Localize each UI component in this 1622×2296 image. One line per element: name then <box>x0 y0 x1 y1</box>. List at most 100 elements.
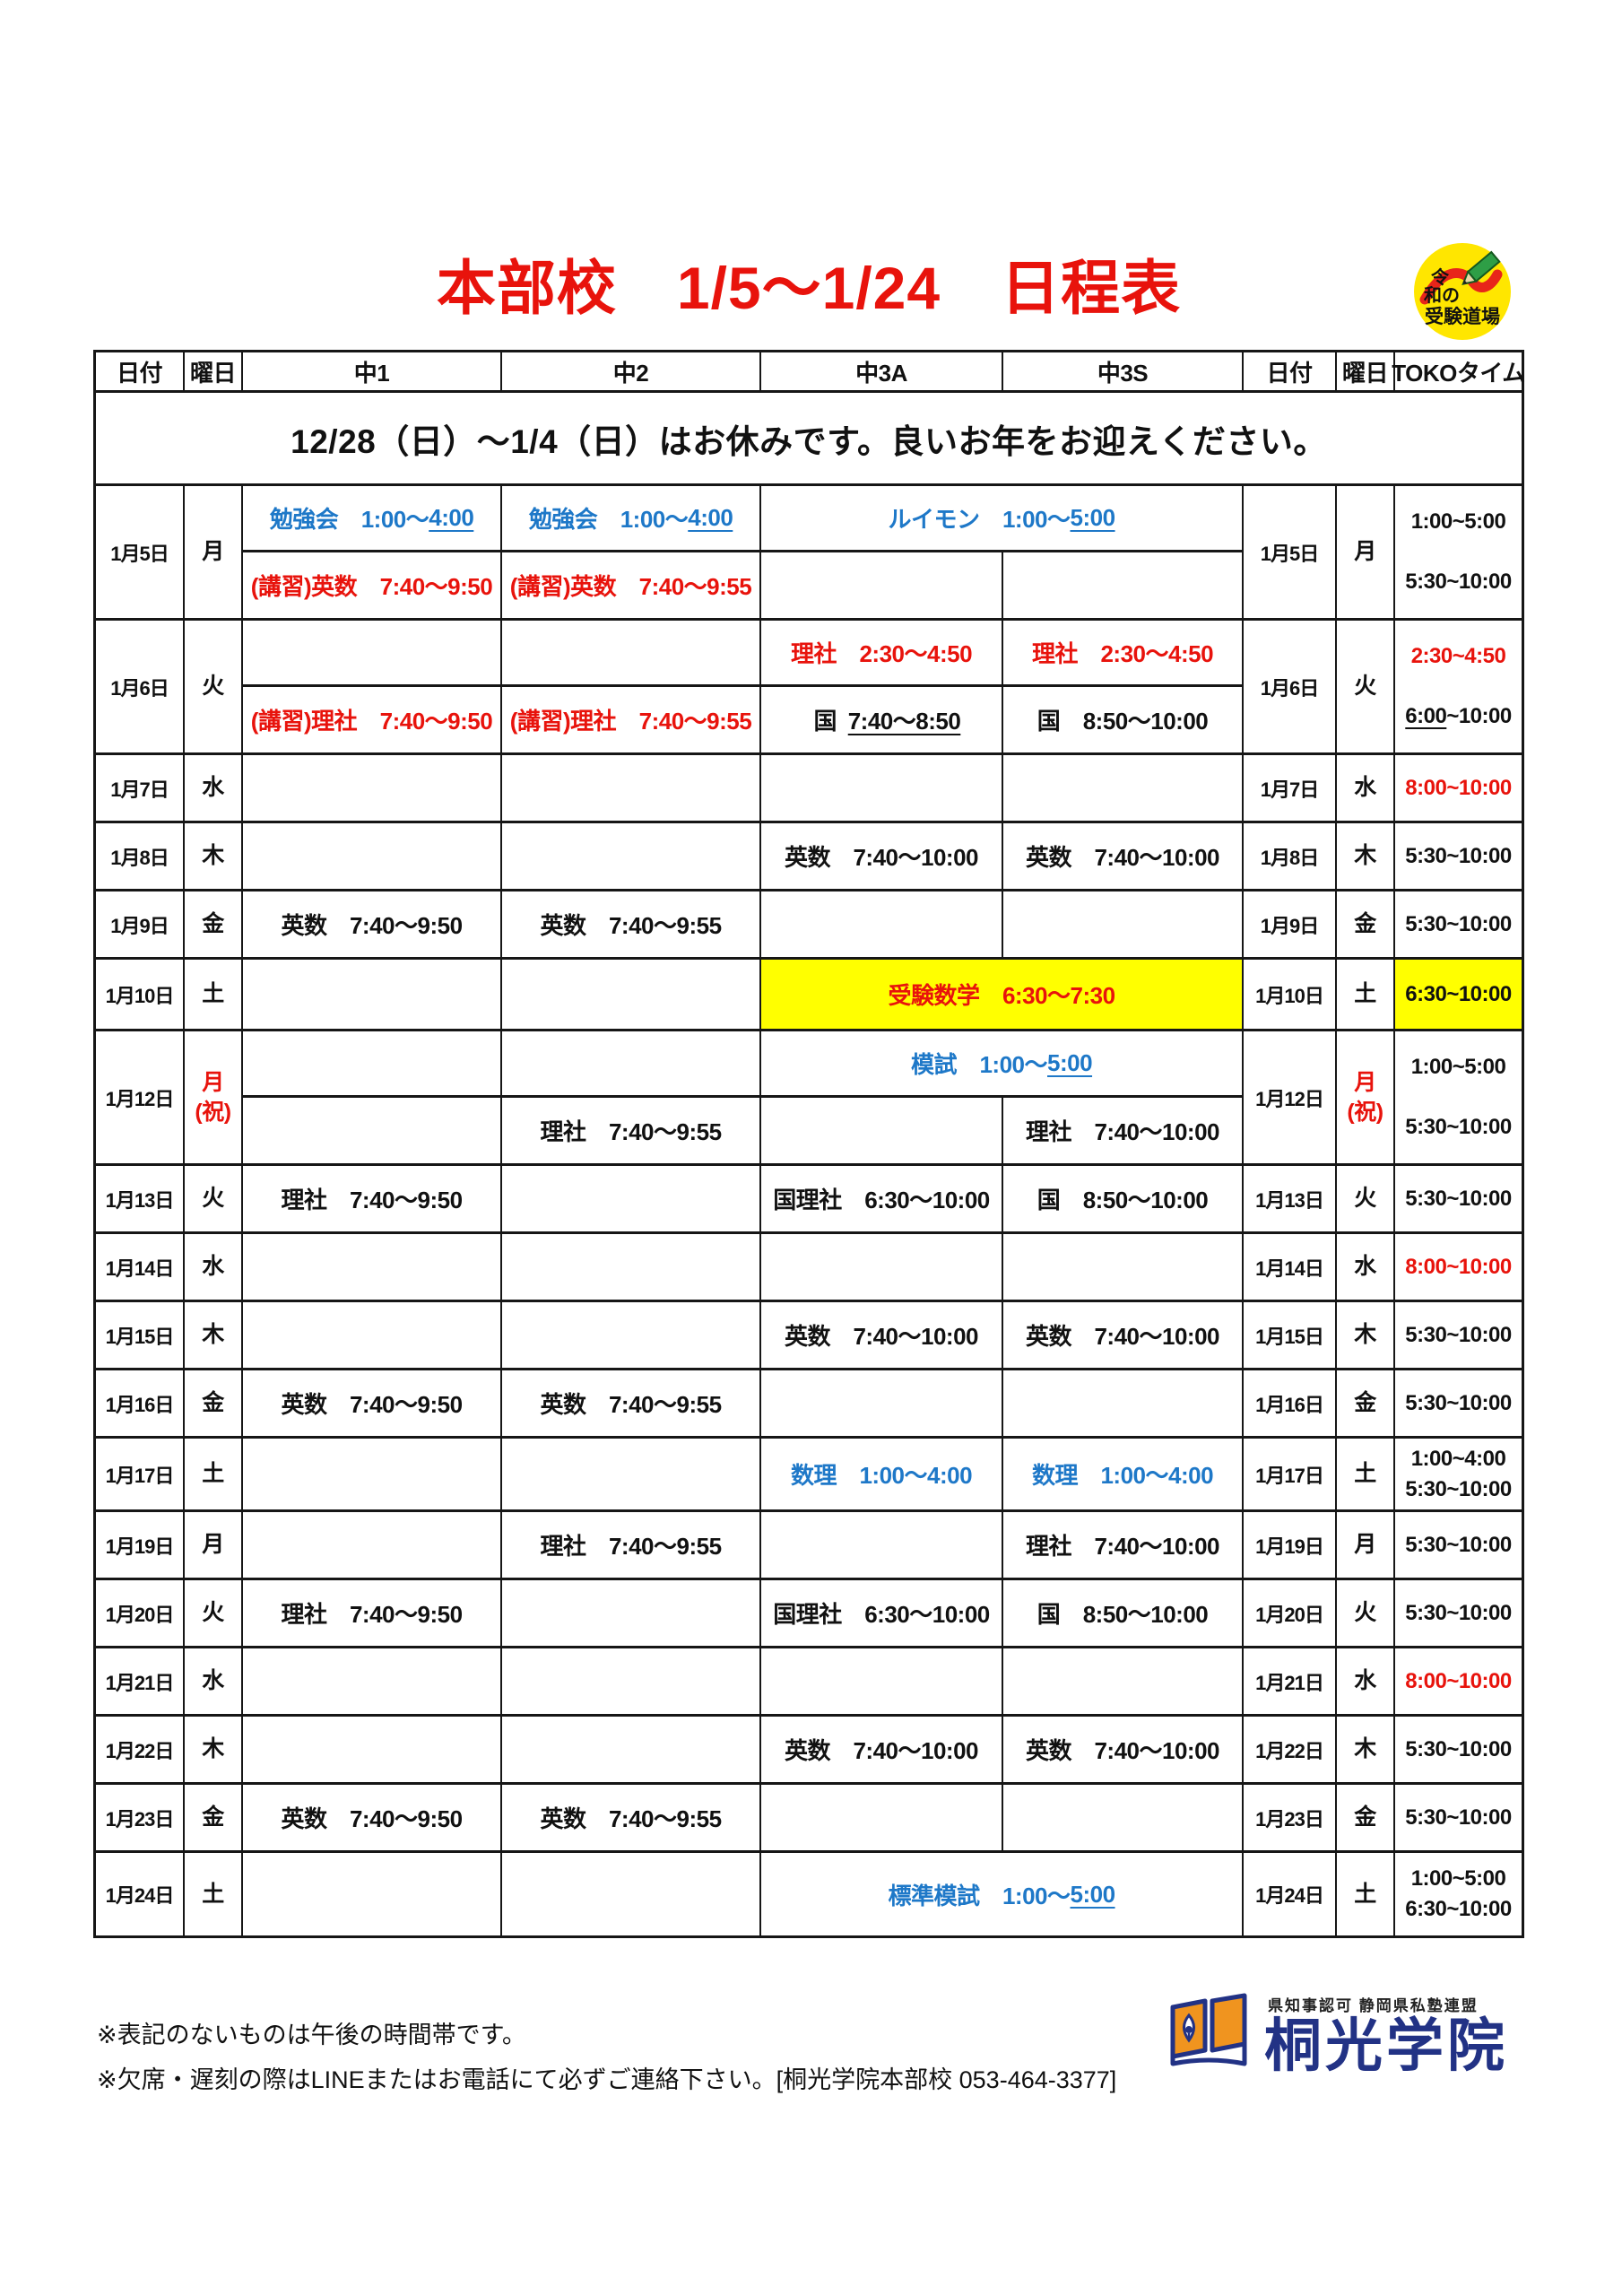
toko-time: 5:30~10:00 <box>1405 1322 1512 1347</box>
day-label: 月 (祝) <box>195 1070 231 1125</box>
toko-time-cell: 5:30~10:00 <box>1395 1166 1522 1231</box>
day-label: 木 <box>202 1736 224 1762</box>
day-label: 水 <box>1354 775 1376 801</box>
header-cell: 中3S <box>1003 352 1244 390</box>
header-cell: 中3A <box>761 352 1003 390</box>
toko-time: 5:30~10:00 <box>1405 1600 1512 1625</box>
class-cell-chu2 <box>502 1031 761 1098</box>
day-label: 木 <box>1354 843 1376 869</box>
class-cell-chu3a: 英数 7:40～10:00 <box>761 823 1003 889</box>
header-cell: 曜日 <box>185 352 243 390</box>
day-label: 金 <box>202 1390 224 1416</box>
class-cell-chu3a: 英数 7:40～10:00 <box>761 1717 1003 1782</box>
day-cell: 金 <box>185 891 243 957</box>
day-label: 月 <box>202 1532 224 1558</box>
class-cell-chu3s: 理社 7:40～10:00 <box>1003 1512 1244 1578</box>
day-cell: 金 <box>185 1785 243 1850</box>
day-cell-right: 火 <box>1337 621 1395 752</box>
toko-time: 1:00~5:00 <box>1410 1866 1506 1891</box>
toko-time-cell: 1:00~5:00 5:30~10:00 <box>1395 1031 1522 1163</box>
class-cell-chu3s: 数理 1:00～4:00 <box>1003 1439 1244 1509</box>
class-cell-chu3a: 理社 2:30～4:50 <box>761 621 1003 687</box>
class-cell-chu3a <box>761 755 1003 821</box>
toko-time: 5:30~10:00 <box>1405 1736 1512 1761</box>
date-cell: 1月20日 <box>96 1580 185 1646</box>
class-cell-chu2 <box>502 823 761 889</box>
day-cell-right: 土 <box>1337 1439 1395 1509</box>
toko-time: 1:00~5:00 <box>1410 1054 1506 1079</box>
class-cell-chu2 <box>502 1234 761 1300</box>
day-label: 金 <box>1354 1805 1376 1831</box>
class-cell-chu1 <box>243 1439 502 1509</box>
badge-text-3: 受験道場 <box>1425 306 1500 327</box>
table-row: 1月19日月理社 7:40～9:55 理社 7:40～10:00 1月19日月 5:3… <box>96 1512 1522 1580</box>
toko-time-cell: 5:30~10:00 <box>1395 1512 1522 1578</box>
toko-time-cell: 8:00~10:00 <box>1395 1234 1522 1300</box>
badge-text-1: 令 <box>1431 266 1450 288</box>
table-row: 1月12日月 (祝) 模試 1:00～ 5:00 理社 7:40～9:55 理社 7:4… <box>96 1031 1522 1166</box>
class-cell-chu1 <box>243 1097 502 1163</box>
class-cell-chu1 <box>243 1302 502 1368</box>
day-cell: 月 <box>185 486 243 618</box>
day-cell-right: 木 <box>1337 1302 1395 1368</box>
date-cell: 1月17日 <box>96 1439 185 1509</box>
day-cell-right: 金 <box>1337 1370 1395 1436</box>
class-cell-chu3s: 英数 7:40～10:00 <box>1003 823 1244 889</box>
day-cell-right: 水 <box>1337 1648 1395 1714</box>
class-cell-chu3s <box>1003 1648 1244 1714</box>
toko-time: 5:30~10:00 <box>1405 843 1512 868</box>
day-label: 金 <box>202 911 224 937</box>
table-row: 1月14日水 1月14日水 8:00~10:00 <box>96 1234 1522 1302</box>
class-cell-chu1: 英数 7:40～9:50 <box>243 1370 502 1436</box>
day-cell: 木 <box>185 823 243 889</box>
date-cell-right: 1月15日 <box>1244 1302 1337 1368</box>
class-cell-chu1 <box>243 755 502 821</box>
class-cell-chu2: 理社 7:40～9:55 <box>502 1512 761 1578</box>
class-cell-chu3a: 国理社 6:30～10:00 <box>761 1166 1003 1231</box>
date-cell-right: 1月20日 <box>1244 1580 1337 1646</box>
day-label: 土 <box>202 1881 224 1907</box>
toko-time-cell: 5:30~10:00 <box>1395 1717 1522 1782</box>
class-cell-chu2: 英数 7:40～9:55 <box>502 891 761 957</box>
day-cell: 火 <box>185 1580 243 1646</box>
class-cell-chu2 <box>502 1302 761 1368</box>
date-cell: 1月10日 <box>96 960 185 1029</box>
class-cell-chu1 <box>243 621 502 687</box>
class-cell-chu3a <box>761 1648 1003 1714</box>
table-row: 1月17日土数理 1:00～4:00 数理 1:00～4:00 1月17日土 1:00… <box>96 1439 1522 1512</box>
toko-time: 5:30~10:00 <box>1405 911 1512 936</box>
class-cell-chu1 <box>243 1648 502 1714</box>
class-cell-chu3-merged: 標準模試 1:00～ 5:00 <box>761 1853 1244 1935</box>
footer-notes: ※表記のないものは午後の時間帯です。 ※欠席・遅刻の際はLINEまたはお電話にて… <box>97 2013 1116 2103</box>
date-cell: 1月22日 <box>96 1717 185 1782</box>
class-cell-chu3s: 理社 2:30～4:50 <box>1003 621 1244 687</box>
date-cell: 1月16日 <box>96 1370 185 1436</box>
date-cell-right: 1月8日 <box>1244 823 1337 889</box>
toko-time: 1:00~4:00 <box>1410 1446 1506 1471</box>
day-cell: 水 <box>185 1234 243 1300</box>
toko-time-cell: 8:00~10:00 <box>1395 1648 1522 1714</box>
header-cell: 中1 <box>243 352 502 390</box>
date-cell-right: 1月16日 <box>1244 1370 1337 1436</box>
day-cell-right: 水 <box>1337 755 1395 821</box>
class-cell-chu2 <box>502 755 761 821</box>
day-label: 木 <box>202 1322 224 1348</box>
toko-time-cell: 1:00~4:00 5:30~10:00 <box>1395 1439 1522 1509</box>
date-cell: 1月13日 <box>96 1166 185 1231</box>
class-cell-chu3a <box>761 1370 1003 1436</box>
day-label: 木 <box>1354 1322 1376 1348</box>
day-label: 月 <box>1354 539 1376 565</box>
toko-time: 5:30~10:00 <box>1405 1476 1512 1501</box>
table-row: 1月6日火理社 2:30～4:50 理社 2:30～4:50 (講習)理社 7:40… <box>96 621 1522 755</box>
day-label: 月 <box>202 539 224 565</box>
toko-time-cell: 2:30~4:50 6:00~10:00 <box>1395 621 1522 752</box>
toko-time: 5:30~10:00 <box>1405 1532 1512 1557</box>
day-cell: 金 <box>185 1370 243 1436</box>
day-cell-right: 金 <box>1337 891 1395 957</box>
toko-time-cell: 1:00~5:00 5:30~10:00 <box>1395 486 1522 618</box>
schedule-table: 日付 曜日 中1 中2 中3A 中3S 日付 曜日 TOKOタイム 12/28（日）～1/4（日）… <box>93 350 1525 1938</box>
header-cell: 日付 <box>96 352 185 390</box>
footer-note-1: ※表記のないものは午後の時間帯です。 <box>97 2022 526 2048</box>
class-cell-chu1: (講習)英数 7:40～9:50 <box>243 552 502 618</box>
toko-time-cell: 8:00~10:00 <box>1395 755 1522 821</box>
